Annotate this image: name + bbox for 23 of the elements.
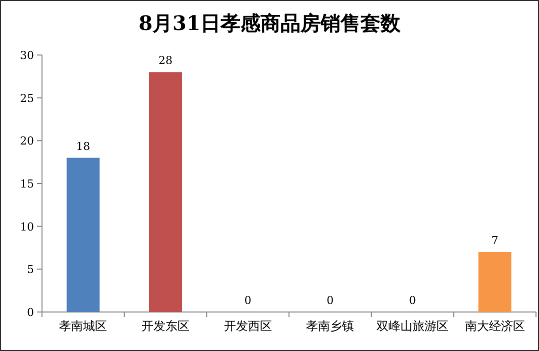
x-tick-label: 开发东区: [142, 319, 190, 333]
data-label: 0: [326, 294, 334, 307]
bar: [478, 252, 512, 312]
x-tick-label: 开发西区: [224, 319, 272, 333]
data-label: 0: [409, 294, 416, 307]
data-label: 7: [491, 234, 498, 248]
y-tick-label: 5: [27, 263, 34, 276]
y-tick-label: 30: [20, 49, 34, 62]
y-tick-label: 25: [20, 92, 34, 105]
bar: [66, 158, 100, 312]
x-tick-label: 南大经济区: [464, 319, 525, 333]
bar: [149, 72, 182, 312]
x-tick-label: 孝南城区: [59, 319, 108, 333]
y-tick-label: 15: [20, 178, 34, 190]
chart-title: 8月31日孝感商品房销售套数: [138, 11, 402, 35]
x-tick-label: 孝南乡镇: [306, 319, 354, 333]
x-tick-label: 双峰山旅游区: [376, 319, 448, 333]
y-tick-label: 20: [20, 134, 34, 148]
data-label: 18: [76, 140, 90, 153]
y-tick-label: 10: [20, 220, 34, 234]
data-label: 28: [158, 54, 172, 68]
y-tick-label: 0: [27, 306, 34, 319]
data-label: 0: [244, 294, 252, 307]
